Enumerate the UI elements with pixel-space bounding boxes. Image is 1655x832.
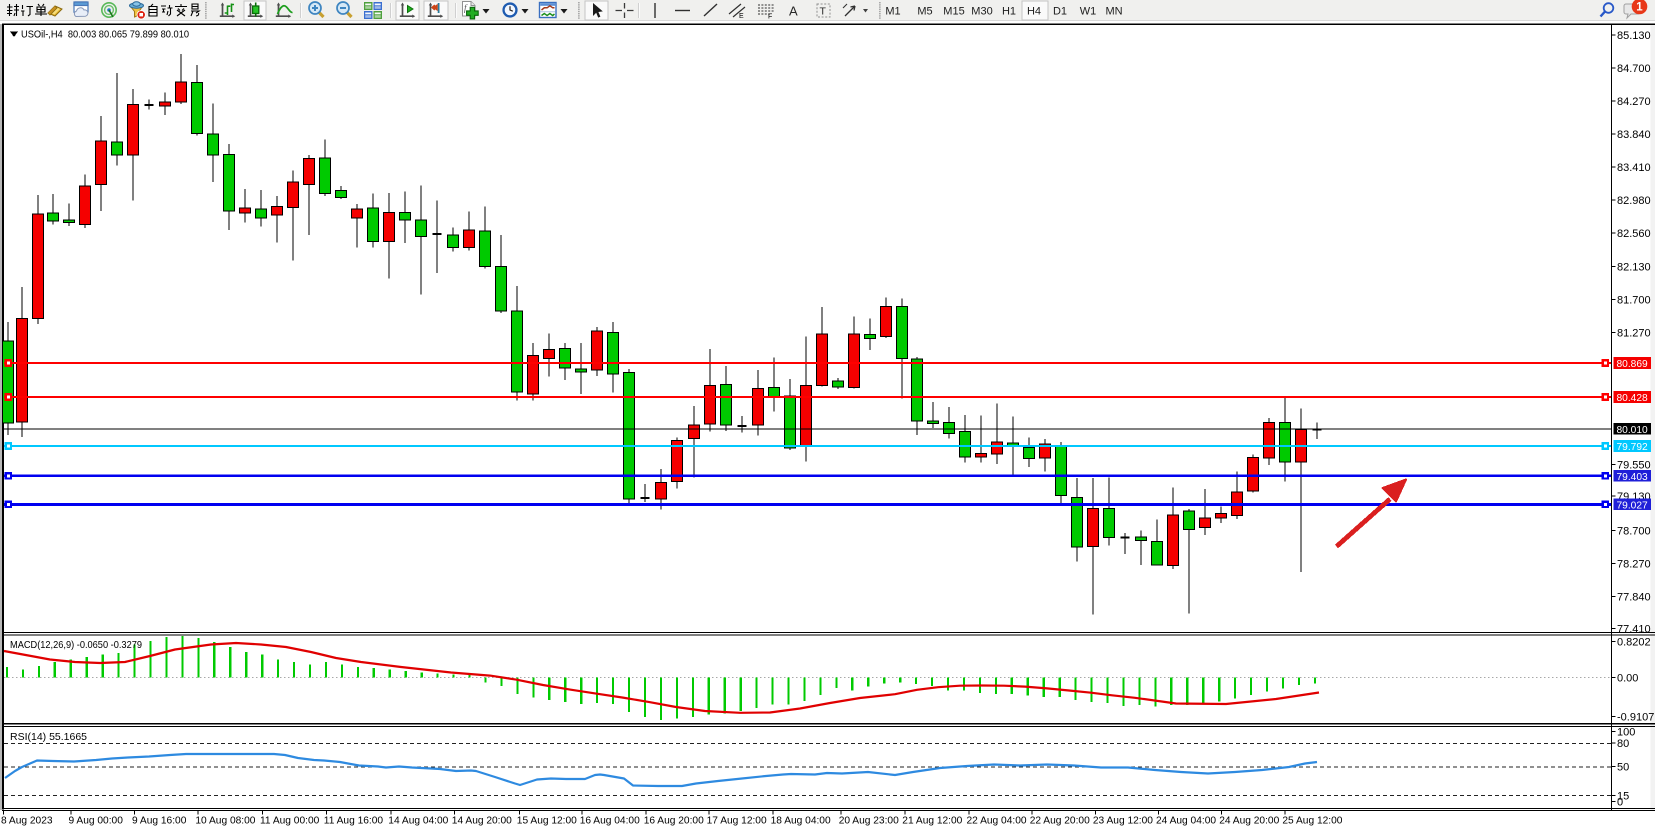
svg-text:14 Aug 20:00: 14 Aug 20:00 <box>452 816 512 827</box>
svg-text:f: f <box>464 3 468 13</box>
svg-text:79.792: 79.792 <box>1617 442 1648 453</box>
svg-text:20 Aug 23:00: 20 Aug 23:00 <box>839 816 899 827</box>
svg-text:17 Aug 12:00: 17 Aug 12:00 <box>707 816 767 827</box>
svg-text:-0.9107: -0.9107 <box>1617 711 1654 723</box>
svg-text:M30: M30 <box>971 6 992 18</box>
svg-text:24 Aug 20:00: 24 Aug 20:00 <box>1219 816 1279 827</box>
svg-text:24 Aug 04:00: 24 Aug 04:00 <box>1156 816 1216 827</box>
svg-text:11 Aug 16:00: 11 Aug 16:00 <box>324 816 384 827</box>
svg-text:85.130: 85.130 <box>1617 30 1651 42</box>
svg-text:W1: W1 <box>1080 6 1097 18</box>
svg-text:79.027: 79.027 <box>1617 500 1648 511</box>
svg-text:22 Aug 20:00: 22 Aug 20:00 <box>1030 816 1090 827</box>
svg-text:H1: H1 <box>1002 6 1016 18</box>
svg-text:M15: M15 <box>943 6 964 18</box>
svg-text:79.550: 79.550 <box>1617 460 1651 472</box>
svg-text:83.410: 83.410 <box>1617 162 1651 174</box>
svg-text:MACD(12,26,9) -0.0650 -0.3279: MACD(12,26,9) -0.0650 -0.3279 <box>10 640 142 651</box>
svg-text:80.869: 80.869 <box>1617 359 1648 370</box>
svg-text:81.270: 81.270 <box>1617 328 1651 340</box>
svg-text:M1: M1 <box>885 6 900 18</box>
svg-text:23 Aug 12:00: 23 Aug 12:00 <box>1093 816 1153 827</box>
svg-text:RSI(14) 55.1665: RSI(14) 55.1665 <box>10 732 87 743</box>
svg-text:84.700: 84.700 <box>1617 63 1651 75</box>
svg-text:77.410: 77.410 <box>1617 624 1651 636</box>
svg-text:16 Aug 20:00: 16 Aug 20:00 <box>644 816 704 827</box>
svg-text:83.840: 83.840 <box>1617 129 1651 141</box>
svg-text:21 Aug 12:00: 21 Aug 12:00 <box>902 816 962 827</box>
svg-text:1: 1 <box>1636 2 1643 14</box>
svg-text:11 Aug 00:00: 11 Aug 00:00 <box>260 816 320 827</box>
svg-text:82.130: 82.130 <box>1617 262 1651 274</box>
svg-text:E: E <box>739 13 744 20</box>
svg-text:T: T <box>820 6 827 18</box>
svg-text:16 Aug 04:00: 16 Aug 04:00 <box>580 816 640 827</box>
svg-text:D1: D1 <box>1053 6 1067 18</box>
svg-text:50: 50 <box>1617 762 1629 774</box>
svg-text:0: 0 <box>1617 796 1623 808</box>
svg-text:15 Aug 12:00: 15 Aug 12:00 <box>517 816 577 827</box>
svg-text:78.700: 78.700 <box>1617 526 1651 538</box>
svg-text:80: 80 <box>1617 738 1629 750</box>
svg-text:H4: H4 <box>1027 6 1041 18</box>
svg-text:15: 15 <box>1617 790 1629 802</box>
svg-text:82.560: 82.560 <box>1617 228 1651 240</box>
svg-text:8 Aug 2023: 8 Aug 2023 <box>1 816 53 827</box>
svg-text:78.270: 78.270 <box>1617 559 1651 571</box>
svg-text:82.980: 82.980 <box>1617 195 1651 207</box>
svg-text:USOil-,H4 80.003 80.065 79.89: USOil-,H4 80.003 80.065 79.899 80.010 <box>21 30 189 41</box>
svg-text:80.428: 80.428 <box>1617 393 1648 404</box>
svg-text:77.840: 77.840 <box>1617 592 1651 604</box>
svg-text:84.270: 84.270 <box>1617 96 1651 108</box>
svg-text:81.700: 81.700 <box>1617 295 1651 307</box>
svg-text:79.403: 79.403 <box>1617 472 1648 483</box>
svg-text:18 Aug 04:00: 18 Aug 04:00 <box>771 816 831 827</box>
svg-text:10 Aug 08:00: 10 Aug 08:00 <box>195 816 255 827</box>
svg-text:22 Aug 04:00: 22 Aug 04:00 <box>967 816 1027 827</box>
svg-text:M5: M5 <box>917 6 932 18</box>
svg-text:14 Aug 04:00: 14 Aug 04:00 <box>388 816 448 827</box>
svg-text:9 Aug 00:00: 9 Aug 00:00 <box>69 816 124 827</box>
svg-text:0.8202: 0.8202 <box>1617 637 1651 649</box>
svg-text:25 Aug 12:00: 25 Aug 12:00 <box>1282 816 1342 827</box>
svg-text:0.00: 0.00 <box>1617 672 1638 684</box>
svg-text:9 Aug 16:00: 9 Aug 16:00 <box>132 816 187 827</box>
svg-text:A: A <box>789 4 798 19</box>
svg-text:F: F <box>768 14 772 21</box>
svg-text:MN: MN <box>1105 6 1122 18</box>
svg-text:100: 100 <box>1617 726 1635 738</box>
svg-text:80.010: 80.010 <box>1617 425 1648 436</box>
